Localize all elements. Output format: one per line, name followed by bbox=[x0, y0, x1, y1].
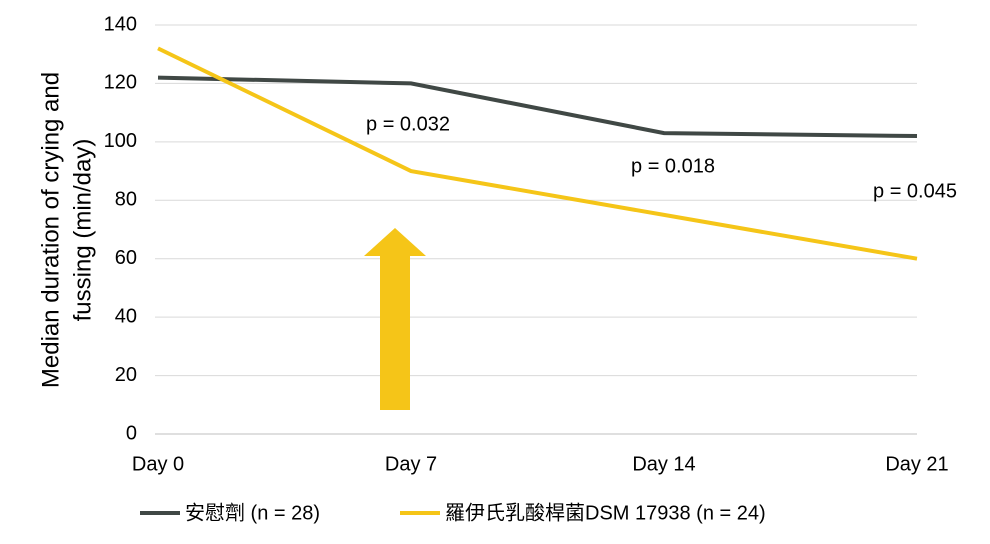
annotation: p = 0.018 bbox=[631, 155, 715, 177]
y-tick-label: 40 bbox=[115, 305, 137, 327]
grid bbox=[155, 24, 917, 435]
y-axis-label: Median duration of crying and bbox=[37, 72, 64, 388]
annotation: p = 0.045 bbox=[873, 180, 957, 202]
annotation: p = 0.032 bbox=[366, 113, 450, 135]
y-axis-label: fussing (min/day) bbox=[69, 139, 96, 322]
series-line bbox=[157, 75, 918, 139]
y-tick-label: 120 bbox=[104, 72, 137, 94]
y-tick-label: 0 bbox=[126, 422, 137, 444]
x-tick-label: Day 0 bbox=[132, 453, 184, 475]
y-tick-label: 140 bbox=[104, 13, 137, 35]
x-tick-label: Day 14 bbox=[632, 453, 695, 475]
series-line bbox=[157, 46, 918, 261]
y-tick-label: 20 bbox=[115, 364, 137, 386]
x-tick-label: Day 21 bbox=[885, 453, 948, 475]
arrow bbox=[364, 228, 426, 410]
y-tick-label: 80 bbox=[115, 189, 137, 211]
y-tick-label: 60 bbox=[115, 247, 137, 269]
legend-label: 羅伊氏乳酸桿菌DSM 17938 (n = 24) bbox=[445, 501, 766, 524]
x-tick-label: Day 7 bbox=[385, 453, 437, 475]
legend-label: 安慰劑 (n = 28) bbox=[185, 501, 320, 524]
y-tick-label: 100 bbox=[104, 130, 137, 152]
